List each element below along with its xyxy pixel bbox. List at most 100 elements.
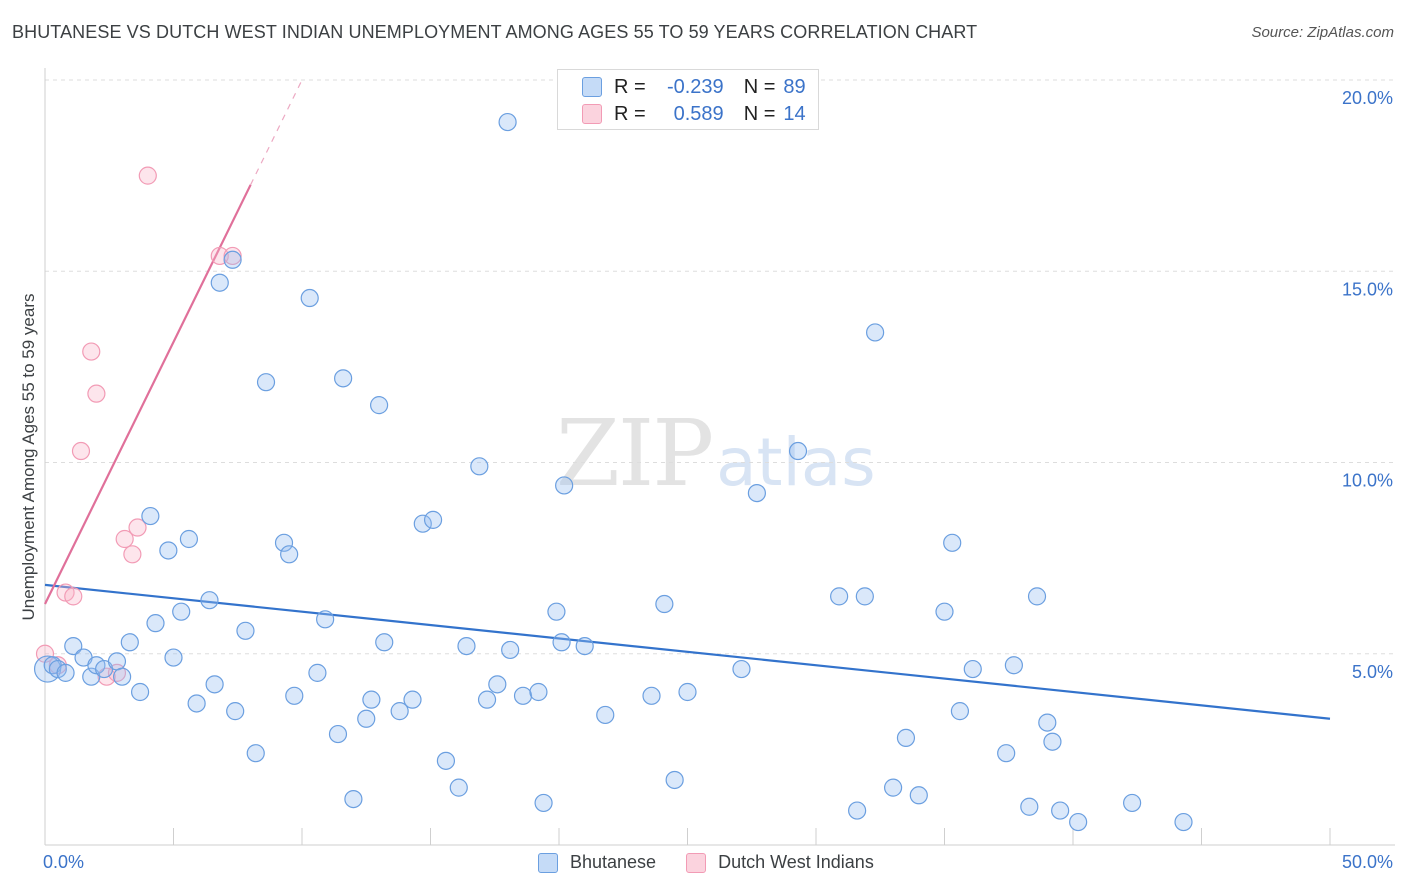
bhutanese-point	[477, 690, 497, 709]
y-tick-label: 15.0%	[1342, 279, 1393, 299]
dutch-west-indians-point	[128, 518, 147, 537]
dutch-west-indians-point	[223, 246, 242, 266]
legend-label: Dutch West Indians	[718, 852, 874, 872]
r-value: 0.589	[673, 102, 724, 125]
bhutanese-point	[205, 675, 224, 694]
n-value: 89	[783, 75, 806, 98]
x-tick-label: 0.0%	[43, 852, 84, 872]
bhutanese-point	[274, 533, 294, 552]
bhutanese-point	[280, 545, 299, 564]
bhutanese-point	[665, 770, 684, 790]
bhutanese-point	[498, 112, 517, 132]
bhutanese-point	[1027, 587, 1047, 606]
bhutanese-point	[575, 636, 594, 656]
legend-item-bhutanese: Bhutanese	[538, 852, 656, 873]
bhutanese-point	[223, 250, 242, 269]
r-label: R =	[614, 102, 646, 125]
bhutanese-point	[896, 728, 916, 748]
dutch-west-indians-point	[82, 342, 101, 361]
bhutanese-point	[200, 591, 219, 610]
bhutanese-point	[130, 682, 150, 702]
bhutanese-point	[866, 323, 885, 342]
dutch-west-indians-trend-line	[44, 184, 252, 605]
bhutanese-point	[883, 778, 903, 797]
bhutanese-point	[1051, 801, 1070, 820]
source-label: Source: ZipAtlas.com	[1251, 24, 1394, 41]
bhutanese-point	[210, 273, 229, 292]
bhutanese-point	[172, 602, 191, 621]
bhutanese-point	[357, 709, 376, 728]
bhutanese-point	[909, 786, 928, 805]
bhutanese-point	[732, 659, 751, 679]
bhutanese-point	[362, 690, 381, 709]
bhutanese-point	[56, 663, 75, 682]
bhutanese-point	[788, 441, 808, 461]
bhutanese-point	[146, 614, 165, 633]
dutch-west-indians-swatch	[582, 104, 602, 124]
bhutanese-point	[375, 633, 394, 652]
bhutanese-point	[159, 541, 178, 560]
bhutanese-point	[642, 686, 661, 705]
bhutanese-trend-line	[44, 583, 1331, 720]
bhutanese-point	[436, 751, 456, 770]
axes	[44, 68, 1395, 846]
dutch-west-indians-point	[71, 441, 91, 461]
r-label: R =	[614, 75, 646, 98]
bhutanese-point	[950, 702, 970, 721]
bhutanese-point	[848, 801, 867, 820]
bhutanese-point	[187, 694, 206, 713]
bhutanese-point	[316, 610, 335, 629]
legend-item-dutch-west-indians: Dutch West Indians	[686, 852, 874, 873]
bhutanese-point	[112, 667, 132, 686]
grid-lines	[45, 79, 1395, 655]
bhutanese-point	[226, 702, 245, 721]
bhutanese-point	[457, 636, 476, 656]
x-tick-label: 50.0%	[1342, 852, 1393, 872]
bhutanese-point	[423, 510, 443, 529]
bhutanese-point	[236, 621, 255, 640]
bhutanese-point	[179, 529, 199, 549]
data-points	[33, 112, 1193, 832]
n-label: N =	[743, 75, 776, 98]
bhutanese-point	[1004, 656, 1023, 675]
bhutanese-point	[552, 633, 571, 652]
bhutanese-point	[529, 682, 548, 702]
bhutanese-point	[334, 369, 353, 388]
y-tick-label: 10.0%	[1342, 471, 1393, 491]
y-axis-label: Unemployment Among Ages 55 to 59 years	[19, 294, 38, 621]
dutch-west-indians-point	[138, 166, 157, 185]
axis-labels: 5.0% 10.0% 15.0% 20.0% 0.0% 50.0% Unemployment…	[19, 88, 1393, 872]
y-tick-label: 5.0%	[1352, 662, 1393, 682]
bhutanese-point	[107, 652, 127, 671]
bhutanese-point	[164, 648, 183, 667]
legend-row-dutch-west-indians: R = 0.589 N = 14	[582, 102, 806, 126]
bhutanese-point	[596, 705, 615, 725]
bhutanese-point	[1038, 713, 1057, 732]
bhutanese-point	[997, 744, 1016, 763]
bhutanese-point	[747, 484, 766, 503]
bhutanese-point	[1069, 812, 1088, 832]
bhutanese-point	[285, 686, 304, 705]
bhutanese-point	[935, 602, 954, 621]
bhutanese-point	[488, 675, 507, 694]
bhutanese-point	[830, 587, 849, 606]
legend-row-bhutanese: R = -0.239 N = 89	[582, 75, 806, 99]
chart-title: BHUTANESE VS DUTCH WEST INDIAN UNEMPLOYM…	[12, 22, 978, 42]
dutch-west-indians-point	[48, 656, 67, 675]
dutch-west-indians-point	[123, 545, 142, 564]
bhutanese-point	[344, 789, 363, 809]
dutch-west-indians-point	[115, 529, 134, 549]
bhutanese-point	[413, 514, 432, 533]
bhutanese-point	[555, 476, 574, 495]
bhutanese-swatch	[582, 77, 602, 97]
bhutanese-point	[534, 793, 553, 813]
bhutanese-point	[963, 659, 982, 679]
r-value: -0.239	[666, 75, 724, 98]
bhutanese-point	[308, 663, 327, 682]
bhutanese-point	[1020, 797, 1039, 816]
bhutanese-point	[390, 702, 409, 721]
bhutanese-point	[300, 288, 319, 308]
dutch-west-indians-trend-extension	[250, 79, 303, 186]
bhutanese-point	[855, 587, 874, 606]
bhutanese-point	[370, 396, 389, 415]
